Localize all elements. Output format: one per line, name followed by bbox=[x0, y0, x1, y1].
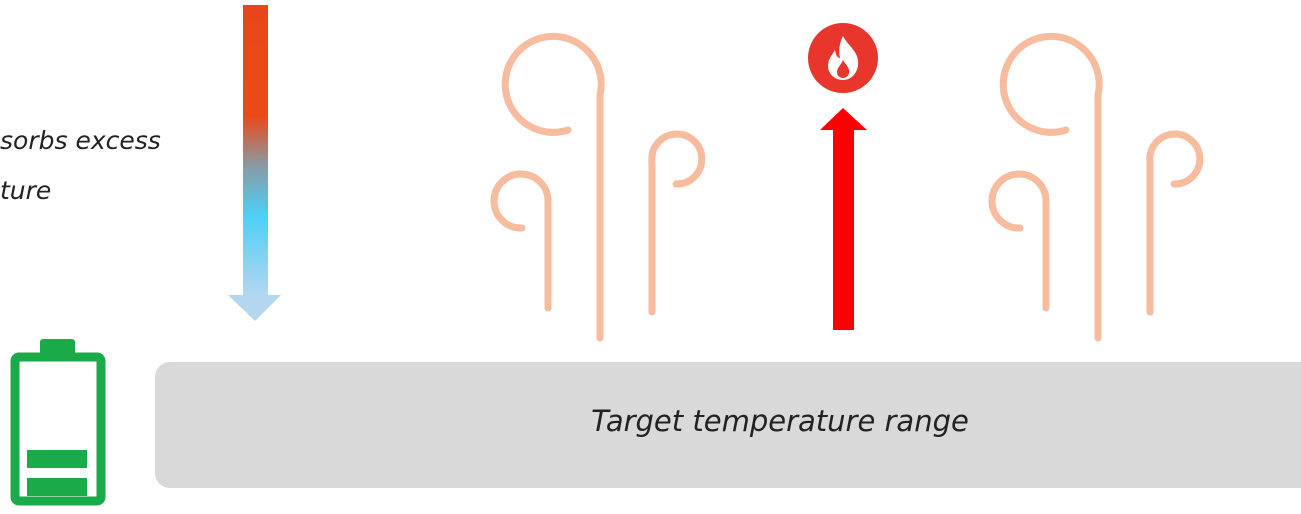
range-label: Target temperature range bbox=[155, 404, 1301, 438]
battery-icon bbox=[15, 339, 101, 501]
diagram: sorbs excess ture Target temperature ran… bbox=[0, 0, 1301, 514]
left-label-line1: sorbs excess bbox=[0, 126, 161, 155]
heat-arrow bbox=[820, 108, 867, 330]
fire-icon bbox=[808, 23, 878, 93]
cooling-arrow bbox=[228, 5, 281, 321]
heat-waves-right bbox=[992, 36, 1200, 338]
left-label-line2: ture bbox=[0, 176, 51, 205]
heat-waves-left bbox=[494, 36, 702, 338]
